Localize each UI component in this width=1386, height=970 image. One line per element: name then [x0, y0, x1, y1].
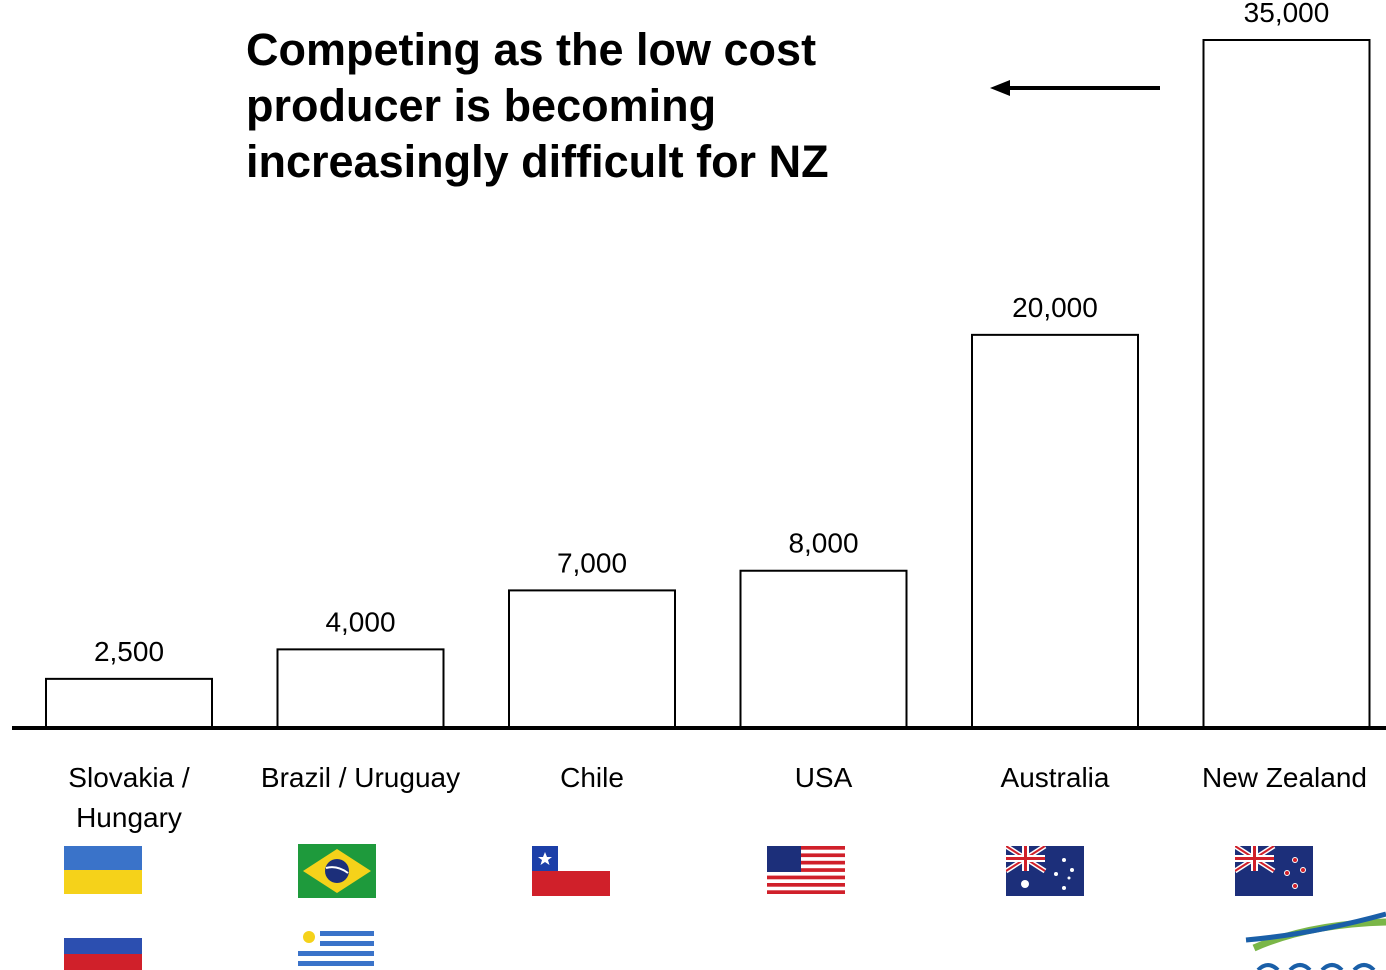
category-label-3: USA: [709, 758, 939, 798]
ukraine-flag-icon: [64, 846, 142, 894]
category-label-5-line-0: New Zealand: [1202, 762, 1367, 793]
bar-value-label-3: 8,000: [788, 528, 858, 559]
brazil-flag-icon: [298, 844, 376, 898]
category-label-0-line-0: Slovakia /: [68, 762, 190, 793]
bar-1: [276, 648, 445, 729]
bar-value-label-0: 2,500: [94, 636, 164, 667]
bar-value-label-1: 4,000: [325, 606, 395, 637]
category-label-1: Brazil / Uruguay: [246, 758, 476, 798]
category-label-4-line-0: Australia: [1000, 762, 1110, 793]
left-arrow-icon: [990, 80, 1160, 96]
bar-2: [508, 589, 676, 730]
headline-line-2: producer is becoming: [246, 80, 717, 131]
russia-flag-icon: [64, 922, 142, 970]
chile-flag-icon: [532, 846, 610, 896]
headline-line-3: increasingly difficult for NZ: [246, 136, 829, 187]
category-label-1-line-0: Brazil / Uruguay: [260, 762, 461, 793]
bar-value-label-2: 7,000: [557, 547, 627, 578]
category-label-0: Slovakia / Hungary: [14, 758, 244, 838]
bar-value-label-4: 20,000: [1012, 292, 1098, 323]
usa-flag-icon: [767, 846, 845, 894]
bar-3: [739, 569, 908, 729]
australia-flag-icon: [1006, 846, 1084, 896]
chart-headline: Competing as the low cost producer is be…: [246, 22, 829, 190]
category-label-3-line-0: USA: [794, 762, 853, 793]
bar-5: [1202, 39, 1371, 729]
company-logo-icon: [1245, 911, 1386, 970]
category-label-0-line-1: Hungary: [76, 802, 182, 833]
bar-4: [971, 333, 1139, 729]
new-zealand-flag-icon: [1235, 846, 1313, 896]
category-label-4: Australia: [940, 758, 1170, 798]
bar-value-label-5: 35,000: [1244, 0, 1330, 28]
uruguay-flag-icon: [298, 926, 374, 970]
category-label-5: New Zealand: [1170, 758, 1386, 798]
category-label-2-line-0: Chile: [560, 762, 624, 793]
category-label-2: Chile: [477, 758, 707, 798]
bar-0: [45, 677, 213, 729]
headline-line-1: Competing as the low cost: [246, 24, 817, 75]
